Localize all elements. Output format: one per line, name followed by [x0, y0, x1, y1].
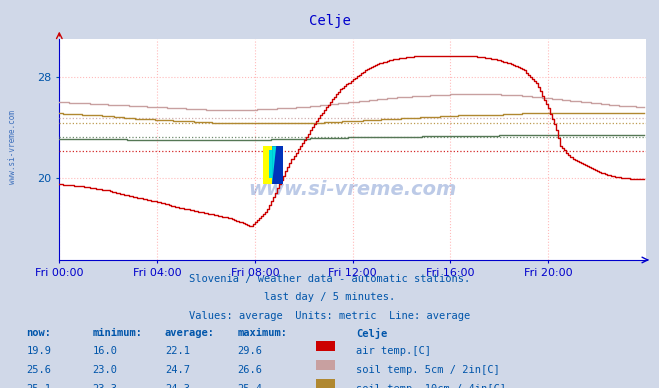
Text: 19.9: 19.9	[26, 346, 51, 357]
Text: 24.3: 24.3	[165, 384, 190, 388]
Text: 24.7: 24.7	[165, 365, 190, 375]
Text: 25.1: 25.1	[26, 384, 51, 388]
Text: Celje: Celje	[356, 328, 387, 339]
Polygon shape	[272, 146, 276, 184]
Text: average:: average:	[165, 328, 215, 338]
Text: 22.1: 22.1	[165, 346, 190, 357]
Text: 29.6: 29.6	[237, 346, 262, 357]
Text: now:: now:	[26, 328, 51, 338]
Text: Slovenia / weather data - automatic stations.: Slovenia / weather data - automatic stat…	[189, 274, 470, 284]
Bar	[272, 146, 283, 184]
Text: minimum:: minimum:	[92, 328, 142, 338]
Text: Celje: Celje	[308, 14, 351, 28]
Text: 25.4: 25.4	[237, 384, 262, 388]
Text: maximum:: maximum:	[237, 328, 287, 338]
Text: last day / 5 minutes.: last day / 5 minutes.	[264, 292, 395, 302]
Bar	[269, 150, 279, 178]
Bar	[263, 146, 272, 184]
Text: air temp.[C]: air temp.[C]	[356, 346, 431, 357]
Text: www.si-vreme.com: www.si-vreme.com	[248, 180, 457, 199]
Text: 23.3: 23.3	[92, 384, 117, 388]
Text: 25.6: 25.6	[26, 365, 51, 375]
Text: soil temp. 5cm / 2in[C]: soil temp. 5cm / 2in[C]	[356, 365, 500, 375]
Text: 26.6: 26.6	[237, 365, 262, 375]
Text: www.si-vreme.com: www.si-vreme.com	[8, 111, 17, 184]
Text: 16.0: 16.0	[92, 346, 117, 357]
Text: soil temp. 10cm / 4in[C]: soil temp. 10cm / 4in[C]	[356, 384, 506, 388]
Text: 23.0: 23.0	[92, 365, 117, 375]
Text: Values: average  Units: metric  Line: average: Values: average Units: metric Line: aver…	[189, 311, 470, 321]
